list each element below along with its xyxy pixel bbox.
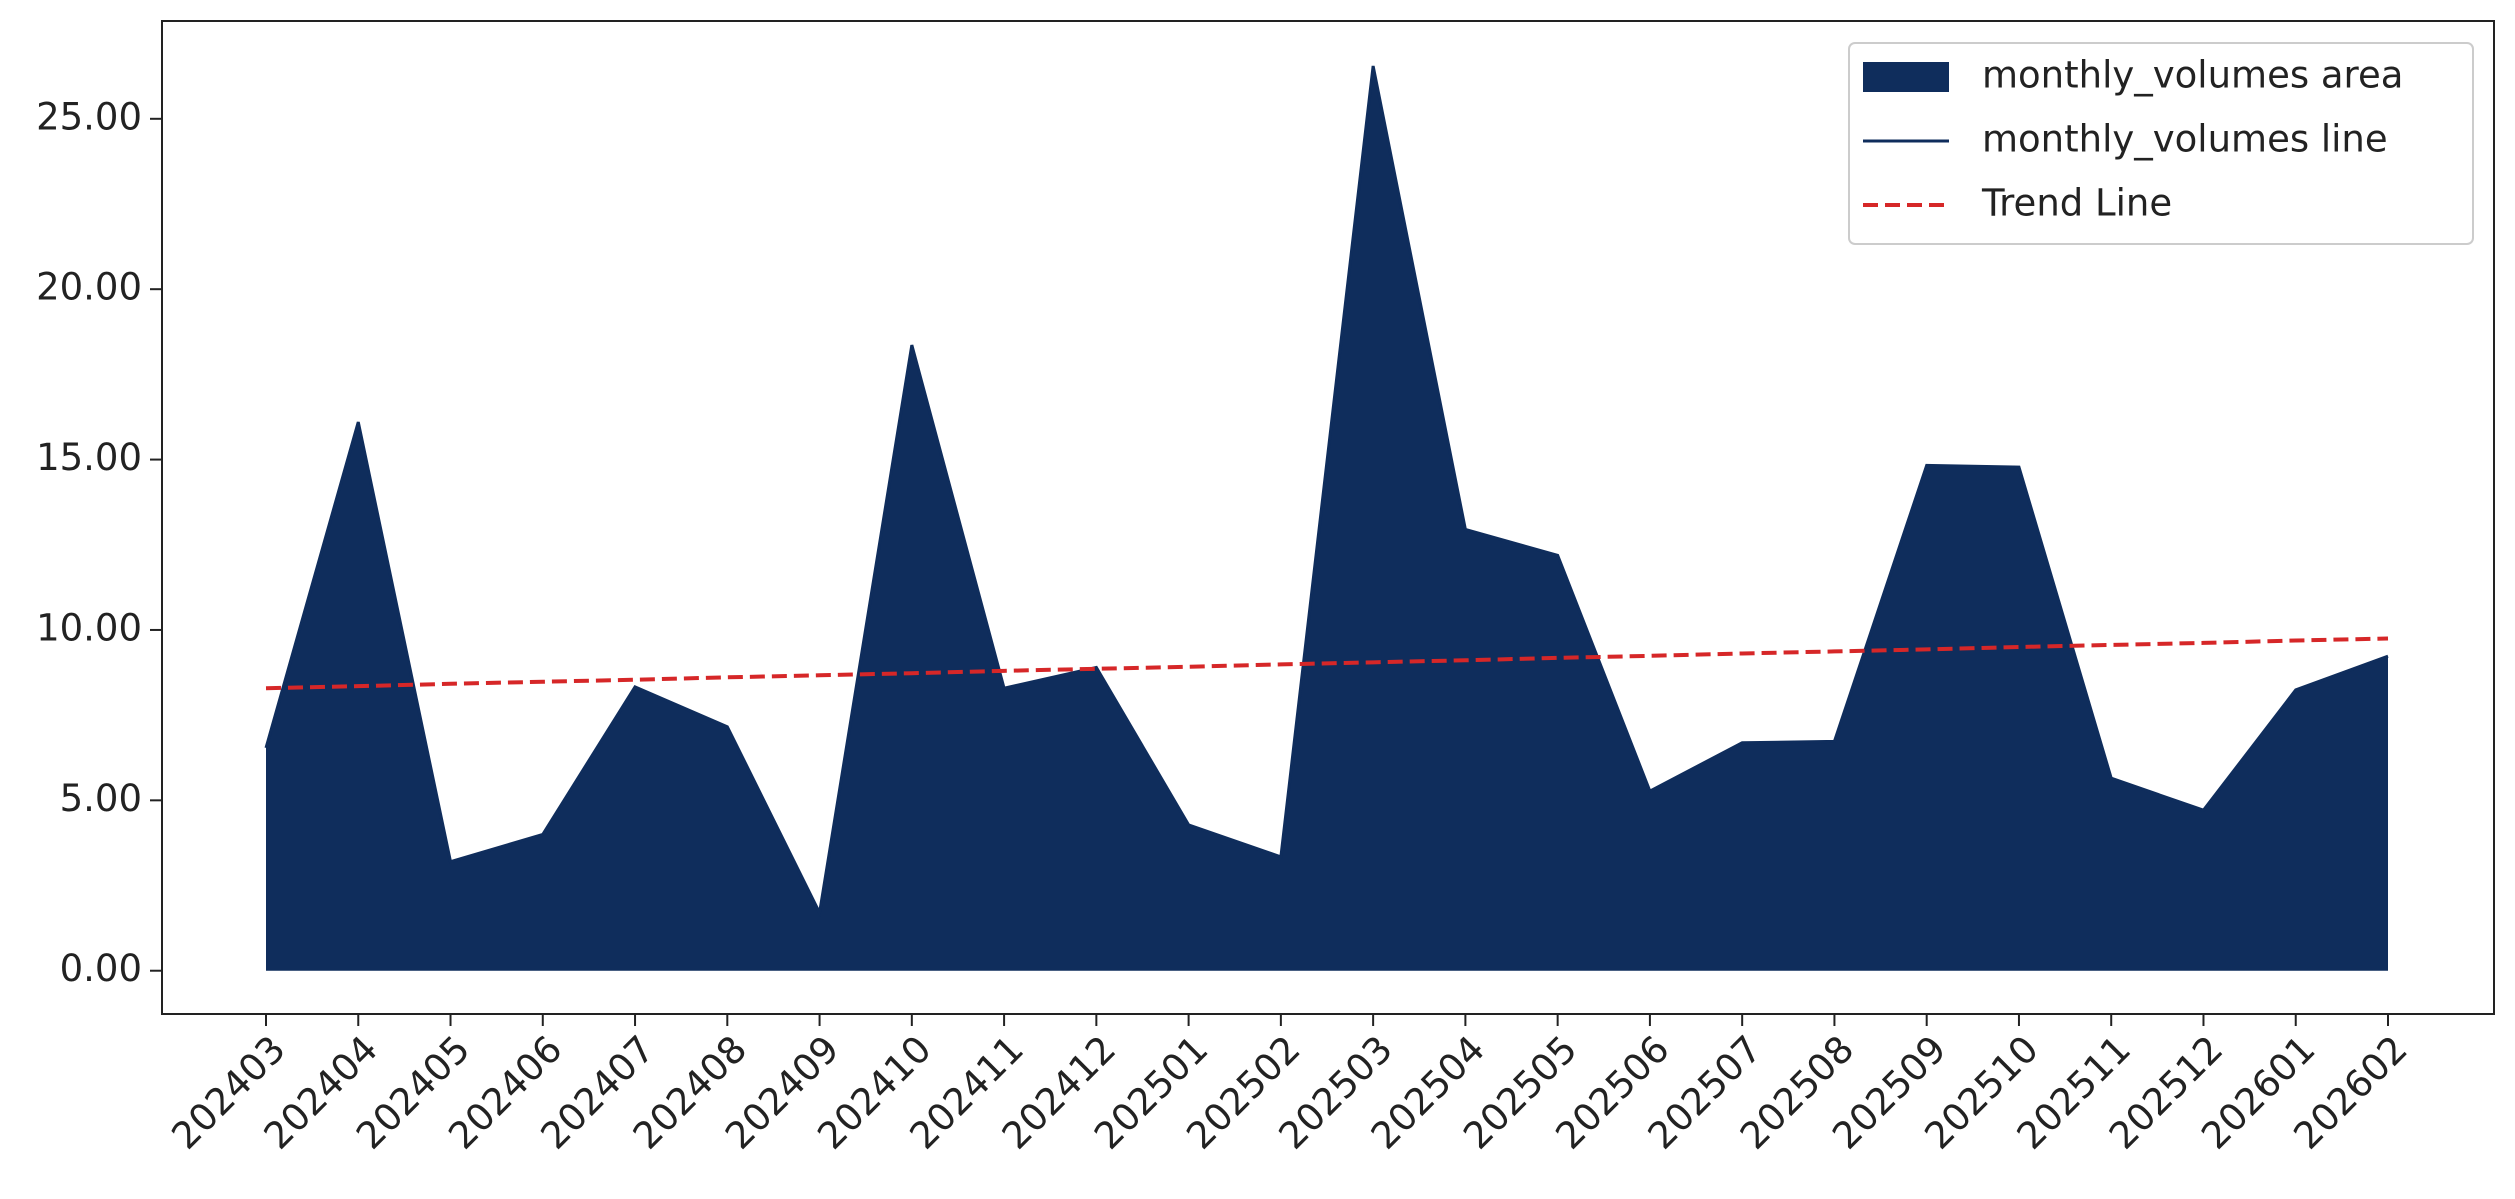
y-tick-label: 5.00 — [60, 777, 142, 820]
y-tick-label: 15.00 — [36, 436, 142, 479]
legend-label: Trend Line — [1981, 182, 2172, 225]
area — [266, 65, 2388, 971]
trend-line — [265, 636, 2389, 691]
legend-label: monthly_volumes line — [1982, 118, 2388, 161]
y-tick-label: 10.00 — [36, 606, 142, 649]
legend-swatch — [1863, 62, 1949, 92]
legend-box — [1848, 42, 2474, 245]
y-tick-label: 0.00 — [60, 947, 142, 990]
legend-label: monthly_volumes area — [1982, 54, 2403, 97]
y-tick-label: 20.00 — [36, 266, 142, 309]
plot-frame — [161, 20, 2495, 1015]
y-tick-label: 25.00 — [36, 95, 142, 138]
line — [264, 65, 2389, 918]
